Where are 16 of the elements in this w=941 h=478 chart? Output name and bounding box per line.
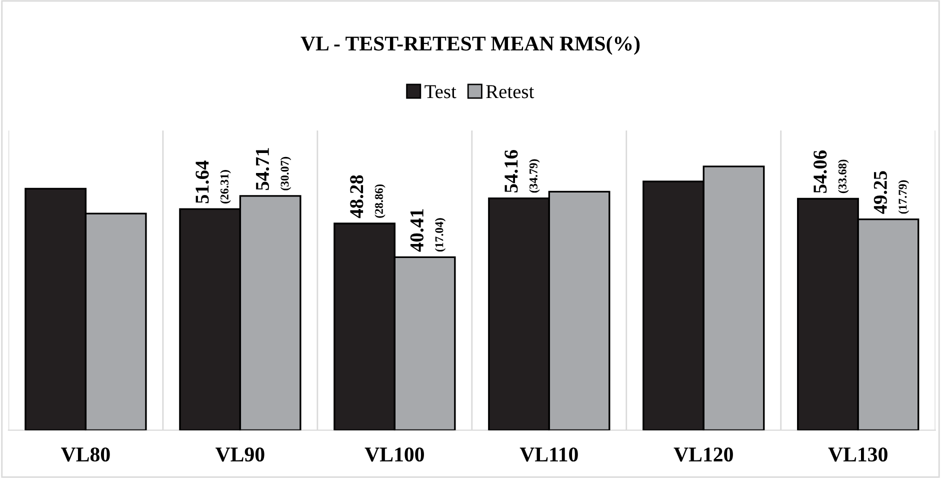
data-label: 40.41 (17.04)	[410, 209, 446, 252]
chart-title: VL - TEST-RETEST MEAN RMS(%)	[300, 36, 640, 55]
data-label: 48.28 (28.86)	[350, 175, 386, 218]
data-label: 51.64 (26.31)	[196, 160, 231, 204]
x-tick-label: VL90	[216, 447, 264, 462]
x-tick-label: VL100	[364, 447, 424, 462]
legend-label: Test	[424, 85, 456, 98]
data-label: 54.16 (34.79)	[504, 150, 540, 193]
data-label: 54.71 (30.07)	[256, 148, 292, 190]
x-tick-label: VL120	[674, 447, 733, 462]
x-tick-label: VL80	[61, 447, 110, 462]
legend-label: Retest	[486, 85, 534, 98]
data-label: 54.06 (33.68)	[814, 150, 849, 194]
x-tick-label: VL110	[520, 447, 578, 462]
x-tick-label: VL130	[828, 447, 888, 462]
data-label: 49.25 (17.79)	[874, 171, 910, 214]
